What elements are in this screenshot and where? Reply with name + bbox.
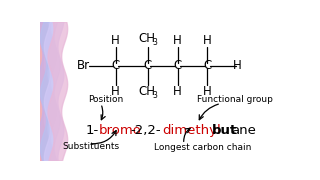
Text: Substituents: Substituents — [62, 142, 119, 151]
Text: -2,2-: -2,2- — [130, 124, 161, 137]
Text: H: H — [173, 85, 182, 98]
Text: C: C — [144, 59, 152, 73]
Text: CH: CH — [138, 85, 155, 98]
Text: H: H — [203, 85, 212, 98]
Text: CH: CH — [138, 32, 155, 45]
Text: but: but — [212, 124, 238, 137]
Text: H: H — [111, 85, 120, 98]
Text: C: C — [203, 59, 212, 73]
Text: Position: Position — [88, 95, 124, 104]
Text: H: H — [233, 59, 242, 73]
Text: Longest carbon chain: Longest carbon chain — [154, 143, 252, 152]
Text: 3: 3 — [152, 91, 157, 100]
Text: C: C — [111, 59, 120, 73]
Text: dimethyl: dimethyl — [162, 124, 220, 137]
Text: Functional group: Functional group — [197, 95, 273, 104]
Text: Br: Br — [77, 59, 90, 73]
Text: ane: ane — [231, 124, 256, 137]
Text: 3: 3 — [152, 38, 157, 47]
Text: H: H — [173, 34, 182, 47]
Text: H: H — [203, 34, 212, 47]
Text: C: C — [173, 59, 182, 73]
Text: bromo: bromo — [99, 124, 141, 137]
Text: 1-: 1- — [86, 124, 99, 137]
Text: H: H — [111, 34, 120, 47]
